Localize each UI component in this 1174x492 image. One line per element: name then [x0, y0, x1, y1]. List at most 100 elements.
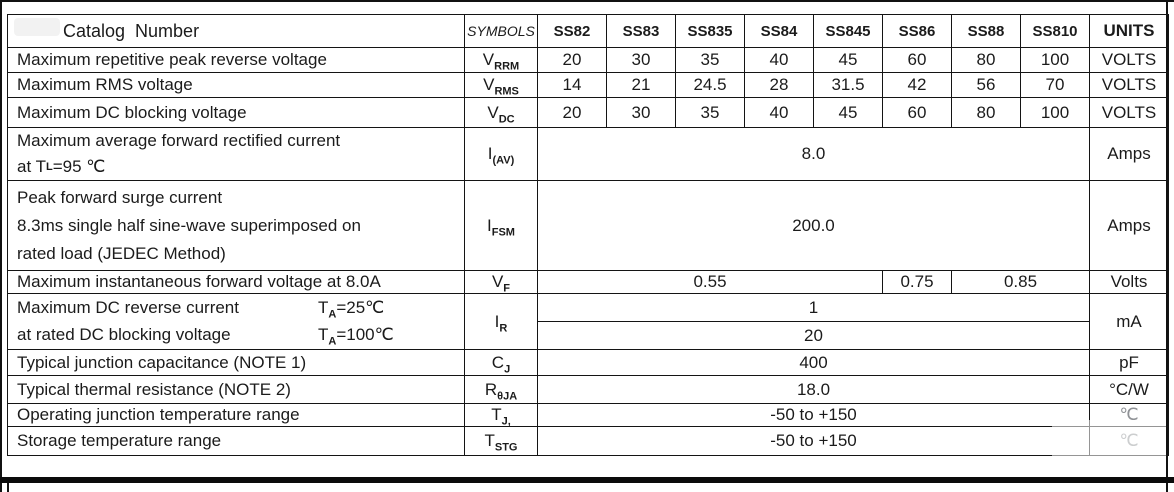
page-left-rule	[0, 0, 2, 492]
vrrm-value-ss84: 40	[744, 47, 814, 73]
row-iav: Maximum average forward rectified curren…	[7, 127, 1169, 181]
ir-condition-100c: TA=100℃	[318, 325, 394, 348]
row-vf: Maximum instantaneous forward voltage at…	[7, 270, 1169, 294]
ir-description-line1: Maximum DC reverse current TA=25℃	[17, 295, 464, 322]
ifsm-description-line3: rated load (JEDEC Method)	[17, 243, 226, 263]
vrms-value-ss86: 42	[882, 72, 952, 98]
row-vrms: Maximum RMS voltage VRMS 14 21 24.5 28 3…	[7, 72, 1169, 98]
ir-condition-25c: TA=25℃	[318, 298, 385, 321]
vdc-value-ss835: 35	[675, 97, 745, 128]
tj-symbol: TJ,	[464, 403, 538, 427]
ir-description-text2: at rated DC blocking voltage	[17, 325, 231, 344]
cj-description: Typical junction capacitance (NOTE 1)	[7, 349, 465, 376]
ir-value-100c: 20	[537, 321, 1090, 350]
vf-value-low: 0.55	[537, 270, 883, 294]
vdc-unit: VOLTS	[1089, 97, 1169, 128]
ifsm-value: 200.0	[537, 180, 1090, 271]
vdc-symbol: VDC	[464, 97, 538, 128]
section-divider-rule	[0, 477, 1174, 483]
row-ifsm: Peak forward surge current 8.3ms single …	[7, 180, 1169, 271]
tstg-symbol: TSTG	[464, 426, 538, 456]
vrrm-symbol: VRRM	[464, 47, 538, 73]
row-cj: Typical junction capacitance (NOTE 1) CJ…	[7, 349, 1169, 376]
vdc-value-ss86: 60	[882, 97, 952, 128]
tstg-description: Storage temperature range	[7, 426, 465, 456]
device-header-ss86: SS86	[882, 14, 952, 48]
vf-description: Maximum instantaneous forward voltage at…	[7, 270, 465, 294]
iav-description: Maximum average forward rectified curren…	[7, 127, 465, 181]
vrms-value-ss810: 70	[1020, 72, 1090, 98]
ir-description-line2: at rated DC blocking voltage TA=100℃	[17, 322, 464, 349]
page-top-rule	[0, 0, 1174, 2]
ifsm-symbol: IFSM	[464, 180, 538, 271]
ifsm-description: Peak forward surge current 8.3ms single …	[7, 180, 465, 271]
rthja-unit: °C/W	[1089, 375, 1169, 404]
vrrm-value-ss810: 100	[1020, 47, 1090, 73]
vdc-value-ss845: 45	[813, 97, 883, 128]
vf-value-mid: 0.75	[882, 270, 952, 294]
cj-symbol: CJ	[464, 349, 538, 376]
vrms-value-ss845: 31.5	[813, 72, 883, 98]
ifsm-description-line2: 8.3ms single half sine-wave superimposed…	[17, 215, 361, 235]
device-header-ss810: SS810	[1020, 14, 1090, 48]
rthja-symbol: RθJA	[464, 375, 538, 404]
ir-description-text1: Maximum DC reverse current	[17, 298, 239, 317]
row-ir-25c: Maximum DC reverse current TA=25℃ at rat…	[7, 293, 1169, 350]
vrms-description: Maximum RMS voltage	[7, 72, 465, 98]
ifsm-unit: Amps	[1089, 180, 1169, 271]
ratings-table: Catalog Number SYMBOLS SS82 SS83 SS835 S…	[7, 14, 1169, 456]
symbols-header: SYMBOLS	[464, 14, 538, 48]
vrrm-value-ss82: 20	[537, 47, 607, 73]
rthja-value: 18.0	[537, 375, 1090, 404]
vdc-description: Maximum DC blocking voltage	[7, 97, 465, 128]
tj-value: -50 to +150	[537, 403, 1090, 427]
row-rthja: Typical thermal resistance (NOTE 2) RθJA…	[7, 375, 1169, 404]
ifsm-description-line1: Peak forward surge current	[17, 187, 223, 207]
vdc-value-ss88: 80	[951, 97, 1021, 128]
ir-unit: mA	[1089, 293, 1169, 350]
tj-unit: ℃	[1089, 403, 1169, 427]
tstg-value: -50 to +150	[537, 426, 1090, 456]
vrms-value-ss84: 28	[744, 72, 814, 98]
next-table-border-fragment	[7, 483, 9, 492]
tstg-unit: ℃	[1089, 426, 1169, 456]
vrrm-value-ss88: 80	[951, 47, 1021, 73]
row-vdc: Maximum DC blocking voltage VDC 20 30 35…	[7, 97, 1169, 128]
vdc-value-ss82: 20	[537, 97, 607, 128]
vrms-value-ss835: 24.5	[675, 72, 745, 98]
device-header-ss88: SS88	[951, 14, 1021, 48]
vrms-value-ss82: 14	[537, 72, 607, 98]
ir-description: Maximum DC reverse current TA=25℃ at rat…	[7, 293, 465, 350]
device-header-ss84: SS84	[744, 14, 814, 48]
vrrm-value-ss86: 60	[882, 47, 952, 73]
row-vrrm: Maximum repetitive peak reverse voltage …	[7, 47, 1169, 73]
vrrm-value-ss83: 30	[606, 47, 676, 73]
vrms-symbol: VRMS	[464, 72, 538, 98]
vrms-unit: VOLTS	[1089, 72, 1169, 98]
iav-description-line1: Maximum average forward rectified curren…	[17, 131, 341, 150]
tj-description: Operating junction temperature range	[7, 403, 465, 427]
iav-unit: Amps	[1089, 127, 1169, 181]
vf-symbol: VF	[464, 270, 538, 294]
ir-value-25c: 1	[537, 293, 1090, 322]
row-tj: Operating junction temperature range TJ,…	[7, 403, 1169, 427]
vrms-value-ss83: 21	[606, 72, 676, 98]
cj-value: 400	[537, 349, 1090, 376]
vf-value-high: 0.85	[951, 270, 1090, 294]
iav-symbol: I(AV)	[464, 127, 538, 181]
vrrm-value-ss845: 45	[813, 47, 883, 73]
vdc-value-ss83: 30	[606, 97, 676, 128]
device-header-ss835: SS835	[675, 14, 745, 48]
vdc-value-ss810: 100	[1020, 97, 1090, 128]
vrms-value-ss88: 56	[951, 72, 1021, 98]
vrrm-description: Maximum repetitive peak reverse voltage	[7, 47, 465, 73]
header-row: Catalog Number SYMBOLS SS82 SS83 SS835 S…	[7, 14, 1169, 48]
vf-unit: Volts	[1089, 270, 1169, 294]
vrrm-value-ss835: 35	[675, 47, 745, 73]
units-header: UNITS	[1089, 14, 1169, 48]
device-header-ss83: SS83	[606, 14, 676, 48]
iav-value: 8.0	[537, 127, 1090, 181]
cj-unit: pF	[1089, 349, 1169, 376]
